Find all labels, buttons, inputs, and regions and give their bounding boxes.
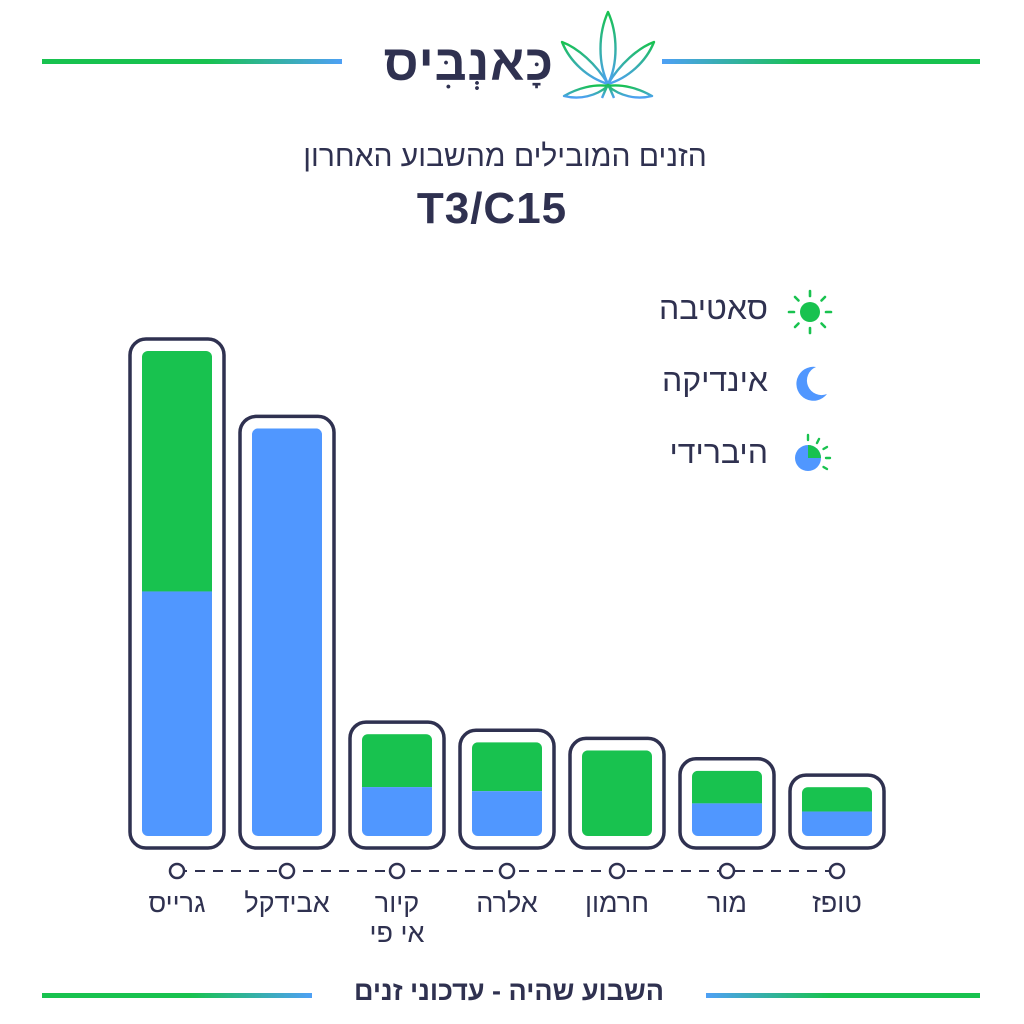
footer-rule-right (706, 993, 980, 998)
legend-label-hybrid: היברידי (669, 434, 768, 470)
bar-indica (802, 811, 872, 836)
category-label: טופז (812, 888, 862, 918)
half-sun-moon-icon (795, 433, 832, 471)
bar-sativa (142, 351, 212, 592)
axis-dot (608, 862, 626, 880)
axis-dot (168, 862, 186, 880)
category-label: אלרה (476, 888, 537, 918)
category-label: אי פי (370, 918, 425, 948)
bar-sativa (802, 787, 872, 812)
brand-name: כָּאנְבִּיס (383, 35, 554, 91)
bar-sativa (362, 734, 432, 788)
bar-indica (472, 791, 542, 836)
moon-icon (796, 366, 827, 401)
cannabis-leaf-logo-icon (560, 10, 656, 106)
axis-dot (828, 862, 846, 880)
axis-dot (388, 862, 406, 880)
bar-indica (692, 803, 762, 836)
bar-sativa (472, 742, 542, 792)
category-label: מור (707, 888, 747, 918)
legend-label-indica: אינדיקה (661, 362, 768, 398)
chart-subtitle: הזנים המובילים מהשבוע האחרון (303, 140, 707, 173)
legend-item-indica: אינדיקה (0, 360, 1024, 404)
category-label: קיור (375, 888, 419, 918)
category-label: אבידקל (244, 888, 329, 918)
sun-icon (787, 289, 833, 335)
bar-sativa (582, 750, 652, 836)
chart-code: T3/C15 (416, 184, 568, 233)
legend-label-sativa: סאטיבה (658, 290, 768, 326)
footer-text: השבוע שהיה - עדכוני זנים (354, 976, 664, 1006)
bar-sativa (692, 770, 762, 804)
brand: כָּאנְבִּיס (352, 10, 662, 108)
legend-item-hybrid: היברידי (0, 432, 1024, 476)
bar-indica (142, 591, 212, 836)
bar-indica (252, 428, 322, 836)
footer-rule-left (42, 993, 312, 998)
header-rule-right (662, 59, 980, 64)
category-label: גרייס (148, 888, 205, 918)
axis-dot (498, 862, 516, 880)
axis-dot (278, 862, 296, 880)
axis-dot (718, 862, 736, 880)
category-label: חרמון (585, 888, 649, 918)
legend-item-sativa: סאטיבה (0, 288, 1024, 335)
header-rule-left (42, 59, 342, 64)
bar-indica (362, 787, 432, 836)
